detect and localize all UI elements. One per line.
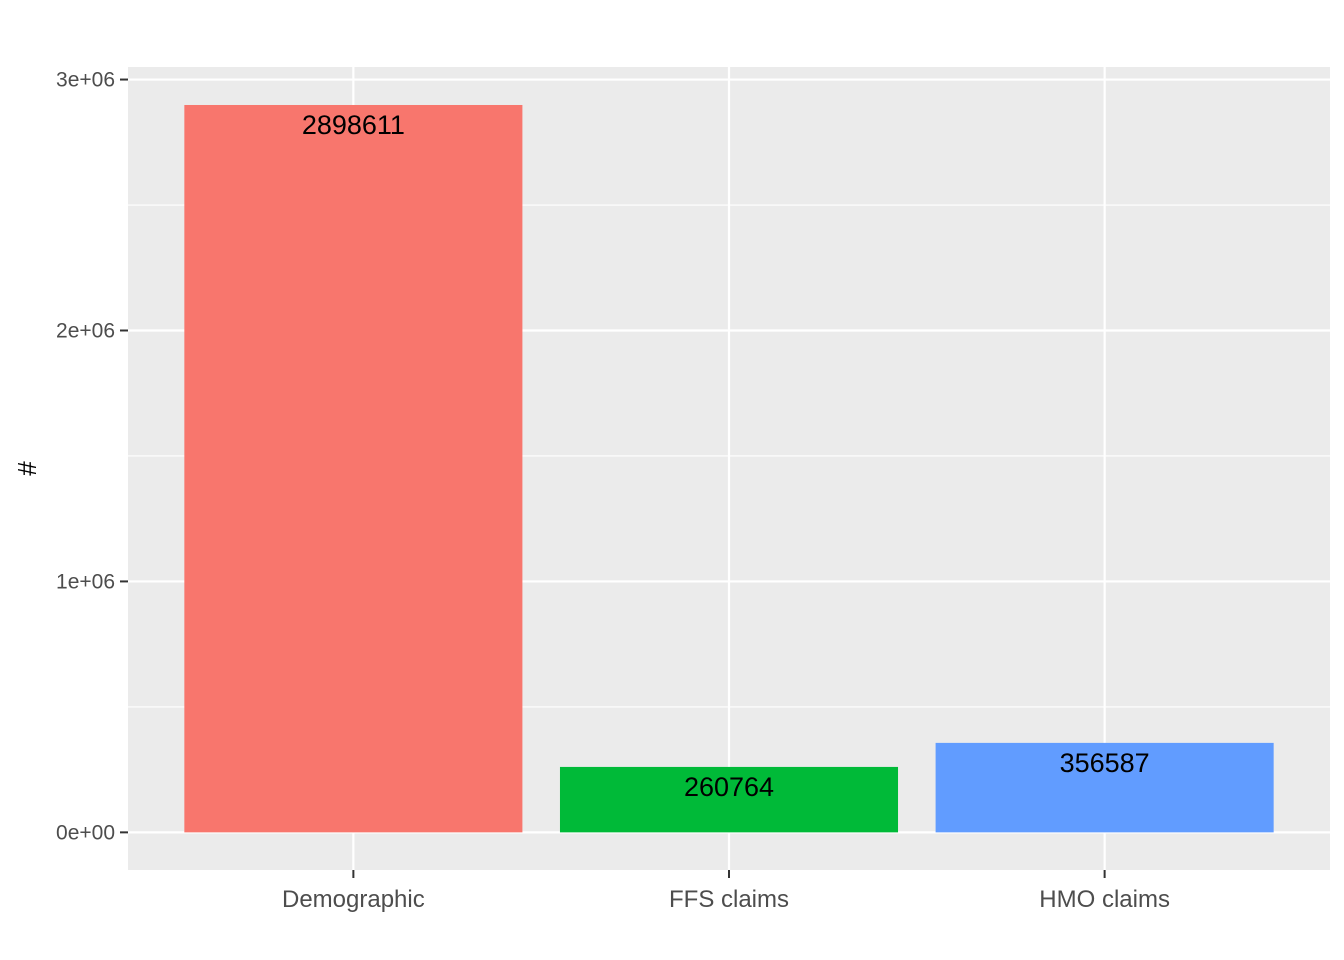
data-labels: 2898611 260764 356587 xyxy=(302,110,1150,802)
y-tick-label: 1e+06 xyxy=(56,570,115,593)
y-tick-label: 2e+06 xyxy=(56,319,115,342)
y-axis-title: # xyxy=(12,461,42,476)
y-tick-label: 3e+06 xyxy=(56,69,115,92)
bar xyxy=(935,742,1274,833)
x-tick-label: FFS claims xyxy=(669,886,789,913)
data-label: 356587 xyxy=(1060,748,1150,778)
data-label: 2898611 xyxy=(302,110,405,140)
bar xyxy=(184,104,523,833)
y-axis: 0e+00 1e+06 2e+06 3e+06 xyxy=(56,69,128,844)
bars xyxy=(184,104,1274,833)
x-tick-label: Demographic xyxy=(282,886,425,913)
x-axis: Demographic FFS claims HMO claims xyxy=(282,870,1170,913)
y-tick-label: 0e+00 xyxy=(56,821,115,844)
x-tick-label: HMO claims xyxy=(1039,886,1170,913)
bar xyxy=(559,766,899,833)
data-label: 260764 xyxy=(684,772,774,802)
